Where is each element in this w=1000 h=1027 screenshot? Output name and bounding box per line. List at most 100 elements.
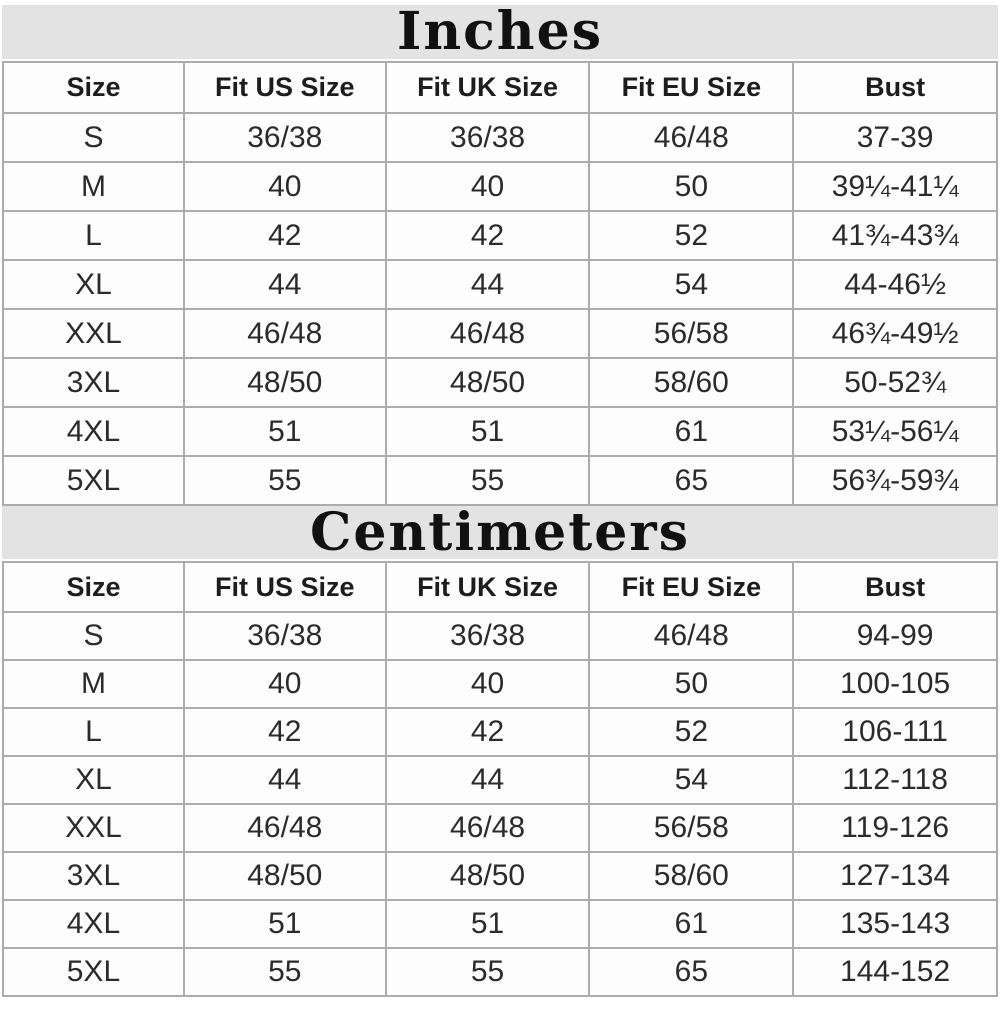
value-cell: 56/58 xyxy=(588,803,795,853)
size-label-cell: L xyxy=(2,210,185,261)
size-label-cell: 3XL xyxy=(2,851,185,901)
value-cell: 135-143 xyxy=(792,899,998,949)
value-cell: 51 xyxy=(182,899,387,949)
header-cell: Fit US Size xyxy=(182,561,387,613)
value-cell: 112-118 xyxy=(792,755,998,805)
size-label-cell: M xyxy=(2,659,185,709)
value-cell: 44 xyxy=(182,259,387,310)
table-row: 3XL 48/50 48/50 58/60 127-134 xyxy=(2,851,998,901)
value-cell: 46/48 xyxy=(588,112,795,163)
centimeters-table-body: S 36/38 36/38 46/48 94-99 M 40 40 50 100-105 L 42 42… xyxy=(2,611,998,997)
value-cell: 55 xyxy=(182,947,387,997)
inches-table-body: S 36/38 36/38 46/48 37-39 M 40 40 50 39¼-41¼ L 42 42… xyxy=(2,112,998,506)
value-cell: 55 xyxy=(384,947,591,997)
inches-size-table: Size Fit US Size Fit UK Size Fit EU Size Bus… xyxy=(2,61,998,506)
table-row: 3XL 48/50 48/50 58/60 50-52¾ xyxy=(2,357,998,408)
value-cell: 48/50 xyxy=(384,851,591,901)
value-cell: 51 xyxy=(182,406,387,457)
table-row: S 36/38 36/38 46/48 37-39 xyxy=(2,112,998,163)
table-row: 4XL 51 51 61 135-143 xyxy=(2,899,998,949)
table-row: 5XL 55 55 65 144-152 xyxy=(2,947,998,997)
size-label-cell: 4XL xyxy=(2,899,185,949)
value-cell: 65 xyxy=(588,455,795,506)
value-cell: 36/38 xyxy=(182,112,387,163)
size-label-cell: 3XL xyxy=(2,357,185,408)
value-cell: 119-126 xyxy=(792,803,998,853)
value-cell: 65 xyxy=(588,947,795,997)
size-label-cell: XL xyxy=(2,259,185,310)
value-cell: 144-152 xyxy=(792,947,998,997)
size-label-cell: 5XL xyxy=(2,455,185,506)
table-row: XL 44 44 54 112-118 xyxy=(2,755,998,805)
size-label-cell: S xyxy=(2,611,185,661)
header-cell: Fit EU Size xyxy=(588,561,795,613)
value-cell: 51 xyxy=(384,899,591,949)
header-cell: Fit US Size xyxy=(182,61,387,114)
value-cell: 46/48 xyxy=(384,803,591,853)
value-cell: 56/58 xyxy=(588,308,795,359)
size-label-cell: XXL xyxy=(2,308,185,359)
value-cell: 46/48 xyxy=(182,803,387,853)
value-cell: 42 xyxy=(182,210,387,261)
header-cell: Fit EU Size xyxy=(588,61,795,114)
size-label-cell: L xyxy=(2,707,185,757)
table-row: M 40 40 50 39¼-41¼ xyxy=(2,161,998,212)
value-cell: 106-111 xyxy=(792,707,998,757)
size-label-cell: XXL xyxy=(2,803,185,853)
size-label-cell: M xyxy=(2,161,185,212)
value-cell: 36/38 xyxy=(384,611,591,661)
value-cell: 48/50 xyxy=(182,851,387,901)
table-row: XXL 46/48 46/48 56/58 46¾-49½ xyxy=(2,308,998,359)
header-cell: Bust xyxy=(792,61,998,114)
table-row: S 36/38 36/38 46/48 94-99 xyxy=(2,611,998,661)
value-cell: 37-39 xyxy=(792,112,998,163)
header-row: Size Fit US Size Fit UK Size Fit EU Size Bus… xyxy=(2,61,998,114)
value-cell: 40 xyxy=(182,659,387,709)
value-cell: 44-46½ xyxy=(792,259,998,310)
size-chart: Inches Size Fit US Size Fit UK Size Fit EU … xyxy=(0,5,1000,997)
value-cell: 42 xyxy=(384,210,591,261)
value-cell: 48/50 xyxy=(182,357,387,408)
value-cell: 40 xyxy=(384,659,591,709)
value-cell: 61 xyxy=(588,406,795,457)
header-cell: Fit UK Size xyxy=(384,61,591,114)
value-cell: 46/48 xyxy=(182,308,387,359)
value-cell: 36/38 xyxy=(182,611,387,661)
size-label-cell: 4XL xyxy=(2,406,185,457)
size-label-cell: XL xyxy=(2,755,185,805)
value-cell: 48/50 xyxy=(384,357,591,408)
table-row: L 42 42 52 41¾-43¾ xyxy=(2,210,998,261)
value-cell: 40 xyxy=(182,161,387,212)
value-cell: 46/48 xyxy=(384,308,591,359)
header-cell: Bust xyxy=(792,561,998,613)
value-cell: 52 xyxy=(588,707,795,757)
header-cell: Size xyxy=(2,561,185,613)
size-label-cell: S xyxy=(2,112,185,163)
centimeters-section-title: Centimeters xyxy=(2,506,998,559)
value-cell: 42 xyxy=(384,707,591,757)
value-cell: 94-99 xyxy=(792,611,998,661)
header-cell: Fit UK Size xyxy=(384,561,591,613)
value-cell: 58/60 xyxy=(588,851,795,901)
value-cell: 56¾-59¾ xyxy=(792,455,998,506)
table-row: M 40 40 50 100-105 xyxy=(2,659,998,709)
value-cell: 40 xyxy=(384,161,591,212)
value-cell: 53¼-56¼ xyxy=(792,406,998,457)
value-cell: 44 xyxy=(384,259,591,310)
value-cell: 50-52¾ xyxy=(792,357,998,408)
value-cell: 44 xyxy=(182,755,387,805)
header-cell: Size xyxy=(2,61,185,114)
value-cell: 50 xyxy=(588,161,795,212)
table-row: XXL 46/48 46/48 56/58 119-126 xyxy=(2,803,998,853)
inches-section: Inches Size Fit US Size Fit UK Size Fit EU … xyxy=(0,5,1000,506)
centimeters-size-table: Size Fit US Size Fit UK Size Fit EU Size Bus… xyxy=(2,561,998,997)
value-cell: 55 xyxy=(182,455,387,506)
table-row: 4XL 51 51 61 53¼-56¼ xyxy=(2,406,998,457)
value-cell: 36/38 xyxy=(384,112,591,163)
value-cell: 39¼-41¼ xyxy=(792,161,998,212)
value-cell: 54 xyxy=(588,259,795,310)
value-cell: 61 xyxy=(588,899,795,949)
value-cell: 51 xyxy=(384,406,591,457)
header-row: Size Fit US Size Fit UK Size Fit EU Size Bus… xyxy=(2,561,998,613)
value-cell: 46/48 xyxy=(588,611,795,661)
